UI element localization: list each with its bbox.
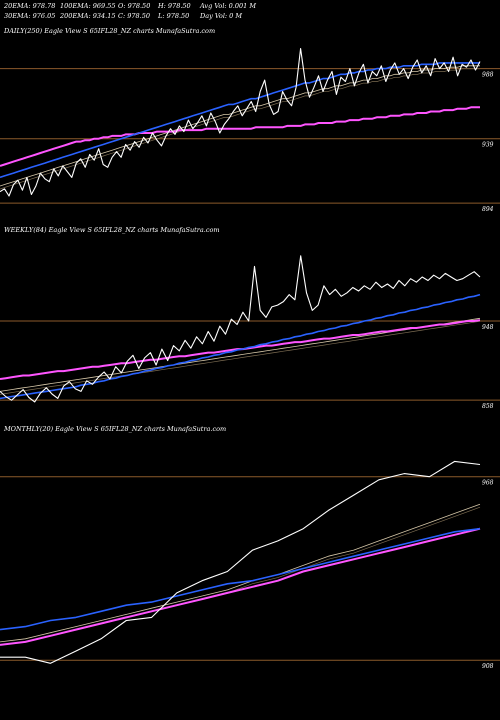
daily-level-label-0: 988 xyxy=(482,72,494,79)
weekly-level-label-0: 948 xyxy=(482,324,494,331)
weekly-price-line xyxy=(0,255,481,403)
daily-ema-mid-companion-line xyxy=(0,68,480,190)
weekly-panel: WEEKLY(84) Eagle View S 65IFL28_NZ chart… xyxy=(0,226,500,410)
header-avg-vol: Avg Vol: 0.001 M xyxy=(199,2,256,10)
monthly-panel: MONTHLY(20) Eagle View S 65IFL28_NZ char… xyxy=(0,425,500,670)
daily-panel: DAILY(250) Eagle View S 65IFL28_NZ chart… xyxy=(0,27,500,213)
header: 20EMA: 978.78 100EMA: 969.55 O: 978.50 H… xyxy=(3,2,256,20)
monthly-level-label-0: 968 xyxy=(482,480,494,487)
weekly-title: WEEKLY(84) Eagle View S 65IFL28_NZ chart… xyxy=(4,226,220,234)
daily-ema-long-line xyxy=(0,106,480,167)
weekly-plot: 948 858 xyxy=(0,255,500,410)
daily-ema-short-line xyxy=(0,62,480,179)
header-ema100: 100EMA: 969.55 xyxy=(60,2,116,10)
monthly-title: MONTHLY(20) Eagle View S 65IFL28_NZ char… xyxy=(3,425,226,433)
daily-title: DAILY(250) Eagle View S 65IFL28_NZ chart… xyxy=(3,27,215,35)
monthly-ema-mid-line xyxy=(0,503,481,643)
daily-level-label-1: 939 xyxy=(482,142,494,149)
header-ema200: 200EMA: 934.15 xyxy=(59,12,116,20)
monthly-price-line xyxy=(0,460,481,664)
monthly-ema-short-line xyxy=(0,527,481,631)
daily-level-label-2: 894 xyxy=(482,206,494,213)
monthly-level-label-1: 908 xyxy=(482,663,494,670)
header-ema20: 20EMA: 978.78 xyxy=(3,2,55,10)
header-ema30: 30EMA: 976.05 xyxy=(4,12,55,20)
weekly-ema-short-line xyxy=(0,293,481,400)
header-close: C: 978.50 xyxy=(118,12,150,20)
weekly-level-label-1: 858 xyxy=(482,403,494,410)
weekly-ema-mid-companion-line xyxy=(0,320,481,395)
daily-plot: 988 939 894 xyxy=(0,48,500,213)
header-day-vol: Day Vol: 0 M xyxy=(199,12,242,20)
header-open: O: 978.50 xyxy=(118,2,150,10)
monthly-ema-long-line xyxy=(0,527,481,646)
header-low: L: 978.50 xyxy=(157,12,189,20)
header-high: H: 978.50 xyxy=(157,2,191,10)
daily-price-line xyxy=(0,48,481,197)
monthly-plot: 968 908 xyxy=(0,460,500,670)
